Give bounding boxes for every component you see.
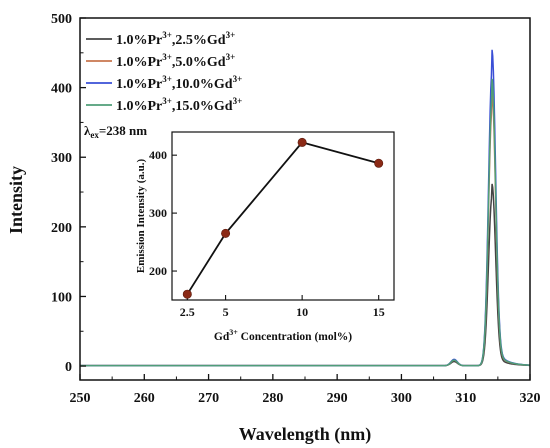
x-tick-label: 260 [134,391,155,406]
legend-label-part: ,5.0%Gd [172,55,226,70]
inset-data-point [221,228,231,238]
legend-label-superscript: 3+ [226,30,236,40]
inset-x-axis-title: Gd3+ Concentration (mol%) [214,328,352,343]
legend-label: 1.0%Pr3+,10.0%Gd3+ [116,74,242,92]
legend: 1.0%Pr3+,2.5%Gd3+1.0%Pr3+,5.0%Gd3+1.0%Pr… [86,30,242,114]
inset-y-tick-label: 400 [149,148,167,162]
inset-y-axis-title: Emission Intensity (a.u.) [135,159,147,274]
legend-label-part: 1.0%Pr [116,55,162,70]
inset-x-title-part-a: Gd [214,331,230,343]
x-tick-label: 270 [198,391,219,406]
legend-label-part: ,15.0%Gd [172,99,233,114]
x-tick-label: 290 [327,391,348,406]
y-tick-label: 300 [51,151,72,166]
legend-label-superscript: 3+ [226,52,236,62]
annotation-subscript: ex [90,130,99,140]
legend-label-part: 1.0%Pr [116,33,162,48]
inset-x-tick-label: 15 [373,305,385,319]
y-tick-label: 400 [51,82,72,97]
inset-data-point [297,137,307,147]
annotation-value: =238 nm [99,123,147,138]
annotation-lambda: λ [84,123,91,138]
legend-label-part: ,10.0%Gd [172,77,233,92]
inset-data-point [182,289,192,299]
y-tick-label: 0 [65,360,72,375]
legend-label-part: 1.0%Pr [116,99,162,114]
y-tick-label: 200 [51,221,72,236]
x-axis-title: Wavelength (nm) [239,424,372,445]
legend-label-superscript: 3+ [162,74,172,84]
inset-plot-frame [171,131,395,301]
legend-label-superscript: 3+ [233,96,243,106]
x-tick-label: 250 [70,391,91,406]
legend-label-part: 1.0%Pr [116,77,162,92]
inset-series-group [182,137,384,299]
inset-chart: 2.5 5 10 15 200 300 400 Emission Intensity (a.… [135,131,395,343]
legend-label: 1.0%Pr3+,5.0%Gd3+ [116,52,235,70]
inset-y-tick-label: 200 [149,264,167,278]
legend-label: 1.0%Pr3+,15.0%Gd3+ [116,96,242,114]
inset-y-tick-label: 300 [149,206,167,220]
inset-series-line [186,141,379,295]
main-axis-ticks: 250 260 270 280 290 300 310 320 0 100 200 300 400 500 [51,12,541,406]
excitation-annotation: λex=238 nm [84,123,147,140]
inset-x-title-superscript: 3+ [229,328,238,337]
inset-x-tick-label: 5 [223,305,229,319]
x-tick-label: 280 [262,391,283,406]
x-tick-label: 300 [391,391,412,406]
legend-label-superscript: 3+ [162,30,172,40]
x-tick-label: 310 [455,391,476,406]
legend-label-part: ,2.5%Gd [172,33,226,48]
inset-axis-ticks: 2.5 5 10 15 200 300 400 [149,148,385,319]
inset-x-tick-label: 2.5 [180,305,195,319]
x-tick-label: 320 [520,391,541,406]
inset-x-tick-label: 10 [296,305,308,319]
legend-label-superscript: 3+ [162,52,172,62]
y-axis-title: Intensity [6,166,26,234]
y-tick-label: 500 [51,12,72,27]
legend-label-superscript: 3+ [162,96,172,106]
legend-label: 1.0%Pr3+,2.5%Gd3+ [116,30,235,48]
main-series-group [80,49,531,367]
legend-label-superscript: 3+ [233,74,243,84]
inset-data-point [374,158,384,168]
inset-x-title-part-c: Concentration (mol%) [238,331,353,343]
y-tick-label: 100 [51,290,72,305]
spectrum-series-line [80,78,531,367]
